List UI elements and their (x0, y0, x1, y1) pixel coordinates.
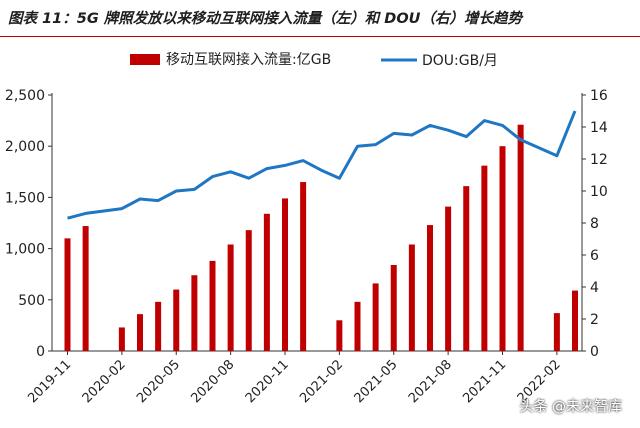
bar (553, 313, 560, 351)
legend-line-label: DOU:GB/月 (422, 53, 498, 69)
right-tick-label: 6 (590, 248, 599, 264)
left-tick-label: 2,000 (5, 139, 45, 155)
bar (64, 238, 71, 351)
x-tick-label: 2020-08 (188, 357, 237, 406)
bar (209, 260, 216, 351)
x-tick-label: 2021-05 (352, 357, 401, 406)
x-tick-label: 2021-11 (460, 357, 509, 406)
bar (300, 182, 307, 351)
bar (354, 301, 361, 351)
bar (463, 186, 470, 351)
legend-bar-label: 移动互联网接入流量:亿GB (166, 51, 331, 68)
chart-title: 图表 11：5G 牌照发放以来移动互联网接入流量（左）和 DOU（右）增长趋势 (8, 11, 522, 27)
bar (408, 244, 415, 351)
bar (499, 146, 506, 351)
legend-bar-swatch (130, 54, 160, 65)
bar (445, 206, 452, 351)
left-tick-label: 0 (36, 344, 45, 360)
right-tick-label: 10 (590, 184, 608, 200)
right-tick-label: 16 (590, 88, 608, 104)
bar (173, 289, 180, 351)
bar (155, 301, 162, 351)
bar (481, 165, 488, 351)
bar (572, 290, 578, 351)
x-tick-label: 2020-11 (243, 357, 292, 406)
bar (427, 225, 433, 351)
bar (227, 244, 234, 351)
x-tick-label: 2020-05 (134, 357, 183, 406)
dou-line (67, 110, 577, 220)
bar (372, 283, 379, 351)
bar (82, 226, 89, 351)
right-tick-label: 12 (590, 152, 608, 168)
bar (282, 198, 288, 351)
x-tick-label: 2021-02 (297, 357, 346, 406)
watermark: 头条 @未来智库 (519, 399, 622, 415)
bar (336, 320, 343, 351)
x-tick-label: 2019-11 (25, 357, 74, 406)
bar (390, 264, 397, 351)
left-tick-label: 1,000 (5, 242, 45, 258)
right-tick-label: 0 (590, 344, 599, 360)
right-tick-label: 8 (590, 216, 599, 232)
x-tick-label: 2021-08 (406, 357, 455, 406)
bar (517, 124, 524, 351)
right-tick-label: 14 (590, 120, 608, 136)
bar (263, 213, 270, 351)
bar (118, 327, 125, 351)
bar (191, 275, 198, 351)
left-tick-label: 1,500 (5, 190, 45, 206)
x-tick-label: 2020-02 (80, 357, 129, 406)
left-tick-label: 500 (18, 293, 45, 309)
title-bar: 图表 11：5G 牌照发放以来移动互联网接入流量（左）和 DOU（右）增长趋势 (0, 0, 640, 37)
right-tick-label: 2 (590, 312, 599, 328)
bar (137, 314, 143, 351)
bar (245, 230, 252, 351)
left-tick-label: 2,500 (5, 88, 45, 104)
right-tick-label: 4 (590, 280, 599, 296)
